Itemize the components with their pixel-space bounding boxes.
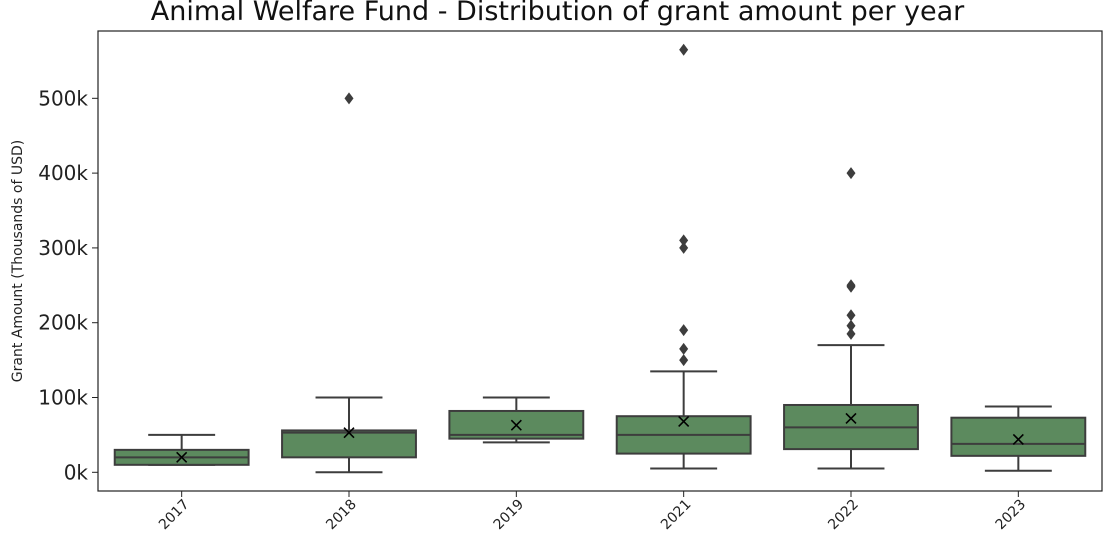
outlier-point [679, 241, 689, 254]
box-2018 [281, 429, 417, 459]
outlier-point [679, 234, 689, 247]
x-tick-label: 2019 [491, 497, 528, 534]
mean-marker [343, 427, 355, 439]
outlier-point [846, 309, 856, 322]
outlier-point [846, 167, 856, 180]
outlier-point [846, 327, 856, 340]
outlier-point [846, 319, 856, 332]
x-tick-label: 2018 [323, 497, 360, 534]
outlier-point [679, 354, 689, 367]
x-tick-label: 2021 [658, 497, 695, 534]
mean-marker [845, 412, 857, 425]
y-tick-label: 0k [64, 460, 89, 484]
mean-marker [176, 451, 188, 463]
y-tick-label: 300k [38, 236, 88, 260]
y-tick-label: 200k [38, 311, 88, 335]
y-tick-label: 500k [38, 86, 88, 110]
x-tick-label: 2022 [825, 497, 862, 534]
box-2023 [950, 416, 1087, 457]
outlier-point [679, 342, 689, 355]
outlier-point [344, 92, 354, 105]
x-tick-label: 2023 [993, 497, 1030, 534]
y-tick-label: 400k [38, 161, 88, 185]
x-tick-label: 2017 [156, 497, 193, 534]
outlier-point [679, 324, 689, 337]
mean-marker [510, 419, 522, 431]
outlier-point [679, 43, 689, 56]
mean-marker [1012, 433, 1024, 445]
plot-frame [97, 30, 1103, 492]
y-axis-label: Grant Amount (Thousands of USD) [10, 140, 26, 382]
mean-marker [678, 415, 690, 428]
chart-title: Animal Welfare Fund - Distribution of gr… [150, 0, 965, 27]
outlier-point [846, 279, 856, 292]
y-tick-label: 100k [38, 386, 88, 410]
